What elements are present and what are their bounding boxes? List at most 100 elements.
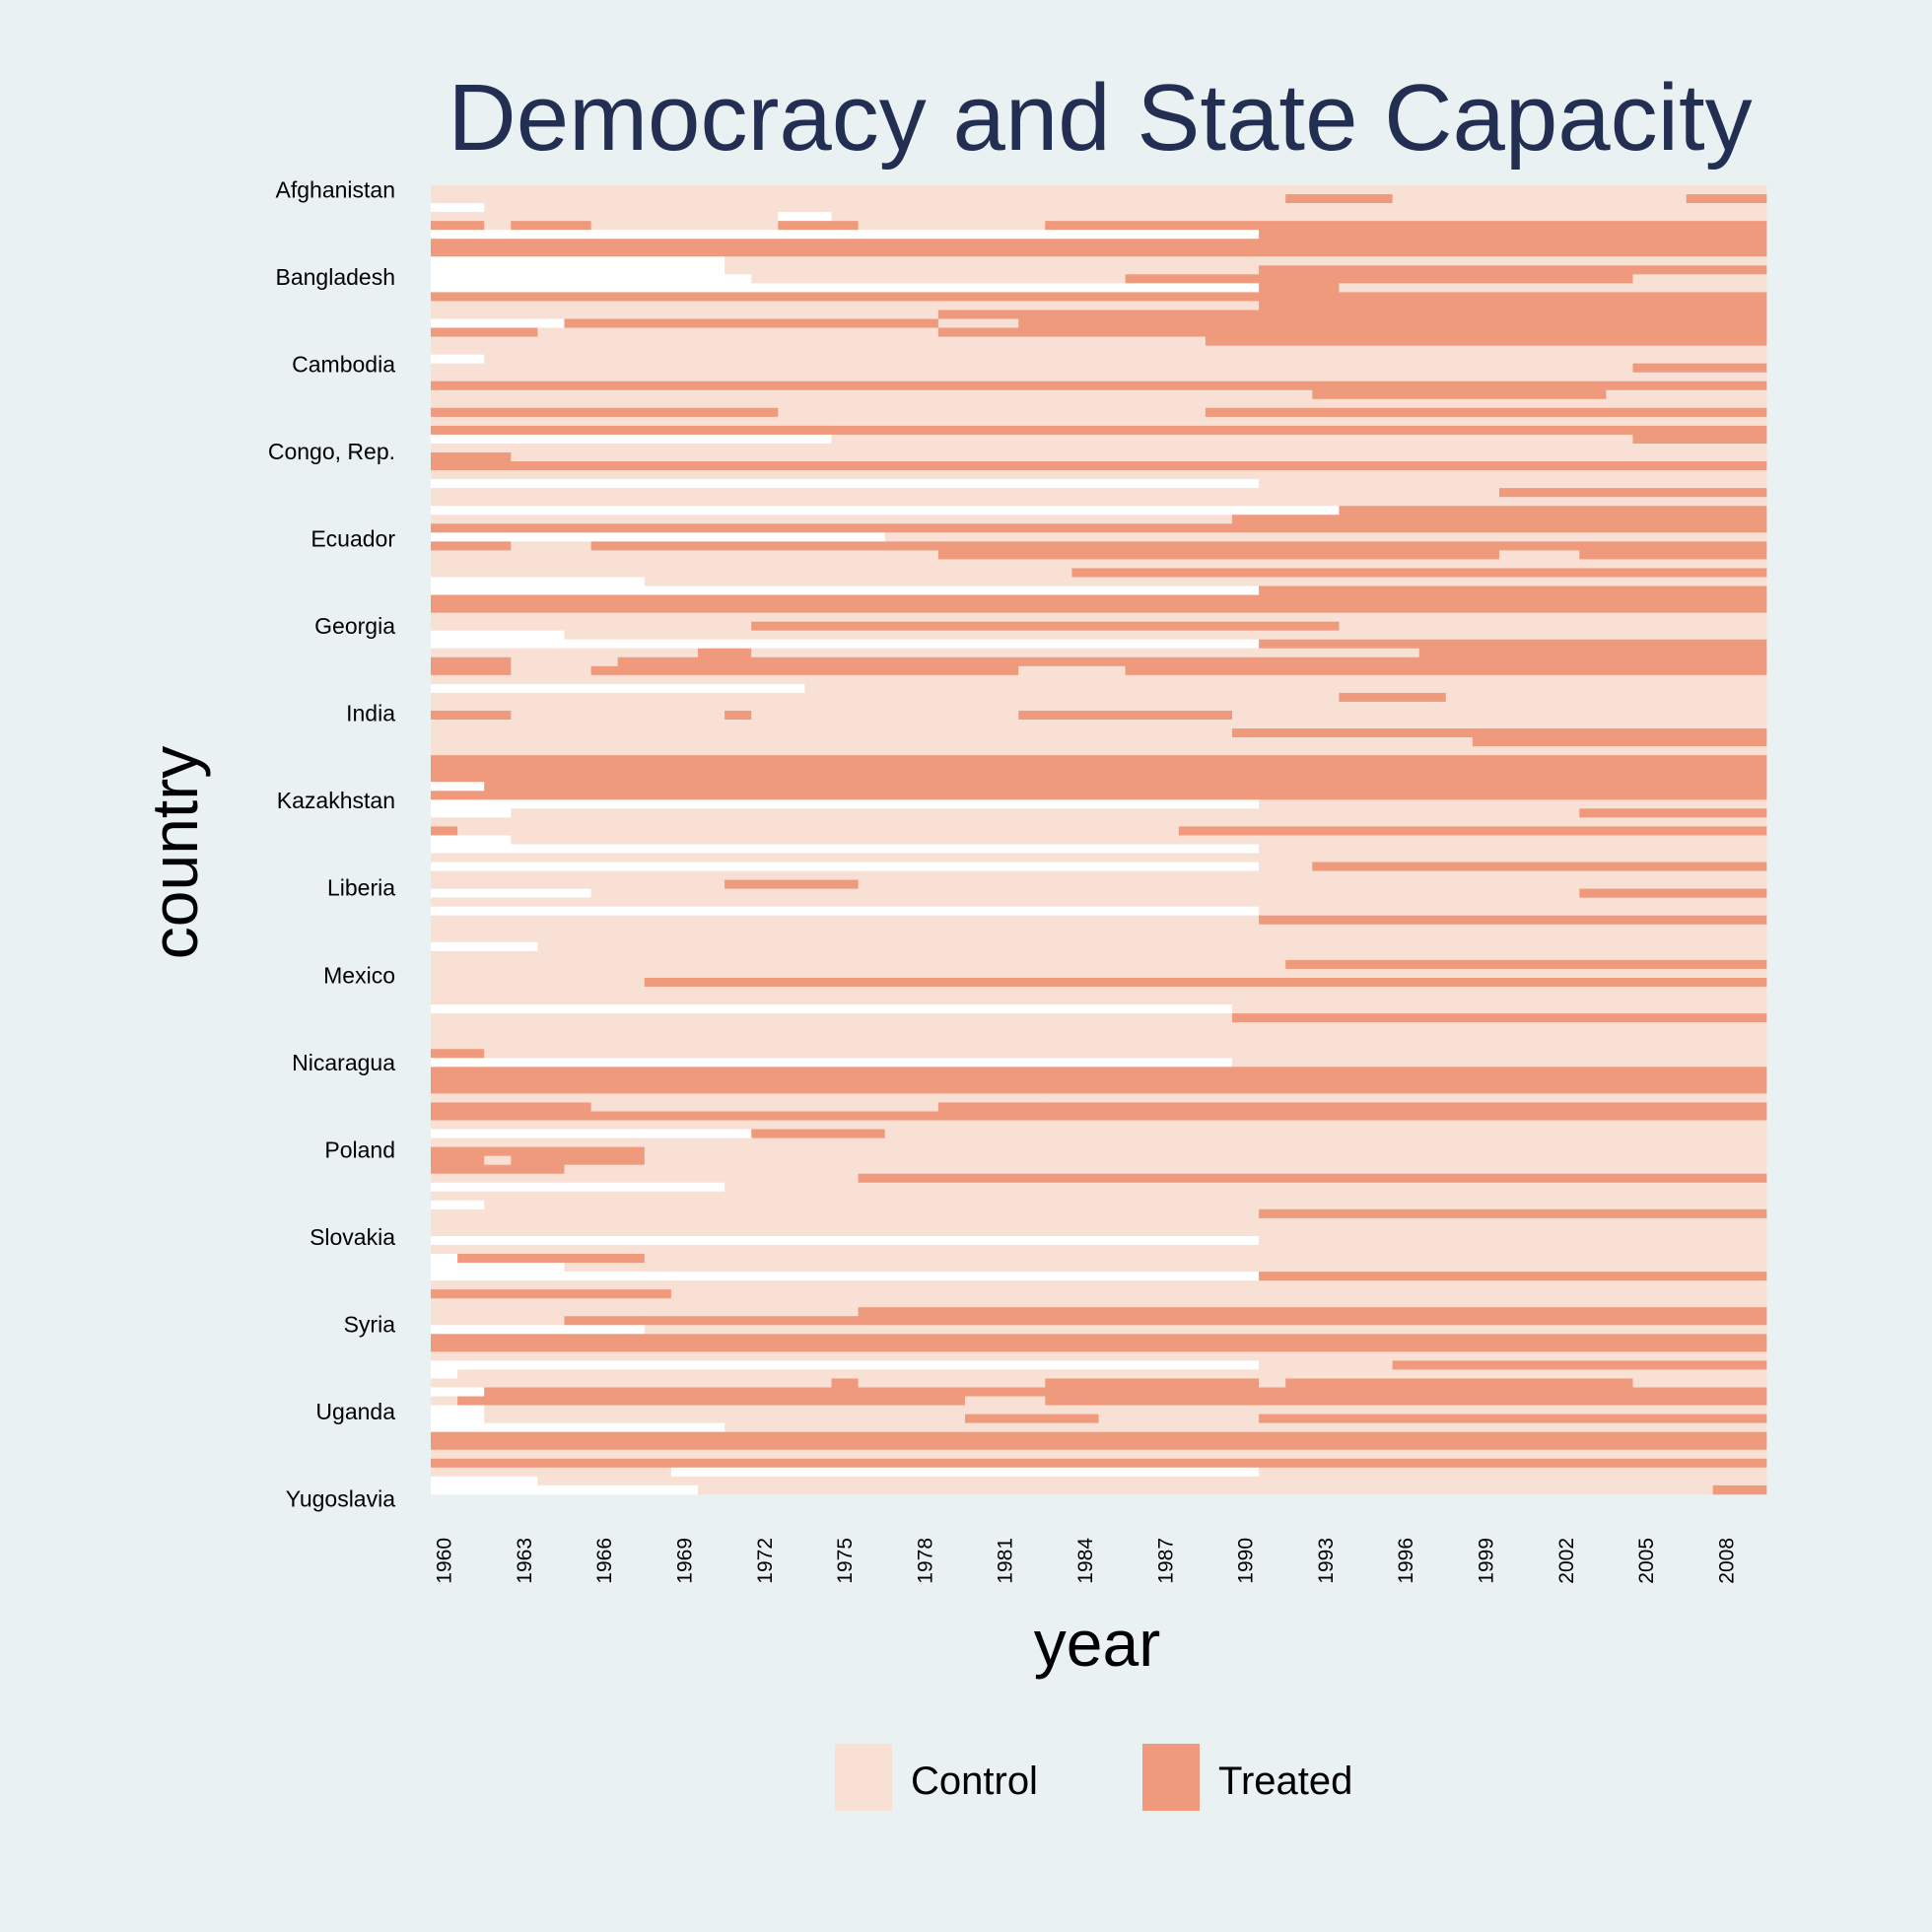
heatmap-cell (431, 799, 1260, 809)
heatmap-cell (431, 318, 565, 328)
y-tick-label: Nicaragua (292, 1050, 395, 1075)
heatmap-cell (431, 1182, 725, 1193)
heatmap-cell (431, 336, 1207, 346)
heatmap-cell (1045, 221, 1767, 231)
heatmap-cell (431, 380, 1767, 391)
heatmap-cell (511, 221, 591, 231)
heatmap-cell (431, 906, 1260, 917)
heatmap-cell (537, 327, 939, 337)
x-tick-label: 1999 (1476, 1538, 1498, 1584)
heatmap-cell (831, 434, 1633, 445)
heatmap-cell (431, 1200, 485, 1210)
heatmap-cell (1339, 692, 1447, 703)
heatmap-cell (1098, 1414, 1260, 1424)
heatmap-cell (1632, 363, 1767, 374)
heatmap-cell (1018, 710, 1233, 721)
heatmap-cell (431, 363, 1633, 374)
heatmap-cell (431, 755, 1767, 765)
x-tick-label: 1966 (593, 1538, 616, 1584)
y-tick-label: Liberia (327, 875, 395, 901)
heatmap-cell (1205, 407, 1767, 418)
y-tick-label: Yugoslavia (286, 1485, 395, 1511)
heatmap-cell (644, 1325, 1767, 1335)
heatmap-cell (431, 808, 512, 818)
heatmap-cell (858, 1378, 1046, 1388)
heatmap-cell (431, 674, 1767, 685)
heatmap-cell (590, 888, 1580, 899)
heatmap-cell (431, 959, 1286, 970)
heatmap-cell (724, 265, 1260, 275)
heatmap-cell (1232, 1013, 1767, 1023)
heatmap-cell (431, 1164, 565, 1175)
heatmap-cell (698, 1484, 1714, 1495)
heatmap-cell (1499, 550, 1580, 560)
heatmap-cell (431, 265, 725, 275)
heatmap-cell (965, 1414, 1099, 1424)
heatmap-cell (431, 515, 1233, 524)
heatmap-cell (1259, 283, 1340, 293)
y-tick-label: Kazakhstan (277, 788, 395, 813)
heatmap-cell (431, 1155, 485, 1166)
heatmap-cell (1259, 1414, 1767, 1424)
heatmap-cell (431, 639, 1260, 650)
heatmap-cell (431, 941, 538, 952)
heatmap-cell (431, 239, 1767, 248)
heatmap-cell (1232, 1058, 1767, 1068)
heatmap-cell (431, 1102, 591, 1112)
heatmap-cell (431, 1272, 1260, 1281)
heatmap-cell (431, 764, 1767, 774)
heatmap-cell (431, 203, 485, 213)
heatmap-cell (511, 835, 1767, 845)
heatmap-cell (431, 844, 1260, 854)
x-tick-label: 1960 (434, 1538, 456, 1584)
heatmap-cell (431, 683, 805, 694)
x-tick-label: 1978 (914, 1538, 936, 1584)
heatmap-cell (1045, 1102, 1767, 1112)
heatmap-cell (537, 1476, 1767, 1486)
heatmap-cell (431, 782, 485, 792)
chart-title: Democracy and State Capacity (448, 65, 1752, 171)
heatmap-cell (431, 950, 1767, 961)
heatmap-cell (590, 665, 1019, 676)
legend-swatch-control (835, 1744, 892, 1811)
heatmap-cell (431, 354, 485, 365)
heatmap-cell (1232, 515, 1767, 524)
heatmap-cell (724, 256, 1767, 266)
heatmap-cell (431, 1067, 1767, 1076)
heatmap-cell (431, 621, 752, 632)
heatmap-cell (431, 550, 939, 560)
heatmap-cell (431, 1208, 1260, 1219)
heatmap-cell (431, 372, 1767, 382)
heatmap-cell (431, 932, 1767, 943)
heatmap-cell (431, 212, 779, 222)
heatmap-cell (1686, 194, 1767, 204)
y-tick-label: Cambodia (292, 352, 395, 378)
heatmap-cell (431, 1138, 1767, 1147)
legend-swatch-treated (1142, 1744, 1200, 1811)
heatmap-cell (831, 212, 1767, 222)
heatmap-cell (484, 1414, 966, 1424)
x-tick-label: 1969 (674, 1538, 697, 1584)
heatmap-cell (1259, 1360, 1393, 1370)
heatmap-cell (1285, 959, 1767, 970)
heatmap-cell (431, 720, 1767, 729)
heatmap-cell (431, 897, 1767, 908)
heatmap-cell (431, 1289, 672, 1299)
heatmap-cell (644, 1155, 1767, 1166)
heatmap-cell (937, 1102, 1046, 1112)
heatmap-cell (431, 1173, 859, 1184)
heatmap-cell (431, 497, 1767, 507)
heatmap-cell (831, 1378, 859, 1388)
heatmap-cell (431, 879, 725, 890)
heatmap-cell (431, 1226, 1767, 1237)
heatmap-cell (431, 862, 1260, 871)
legend-label-control: Control (911, 1760, 1038, 1803)
heatmap-cell (431, 292, 1767, 302)
heatmap-cell (484, 782, 1767, 792)
heatmap-cell (484, 221, 512, 231)
heatmap-cell (431, 1244, 1767, 1255)
heatmap-cell (804, 683, 1767, 694)
heatmap-cell (431, 425, 1767, 436)
heatmap-cell (724, 274, 752, 284)
heatmap-cell (431, 612, 1767, 623)
